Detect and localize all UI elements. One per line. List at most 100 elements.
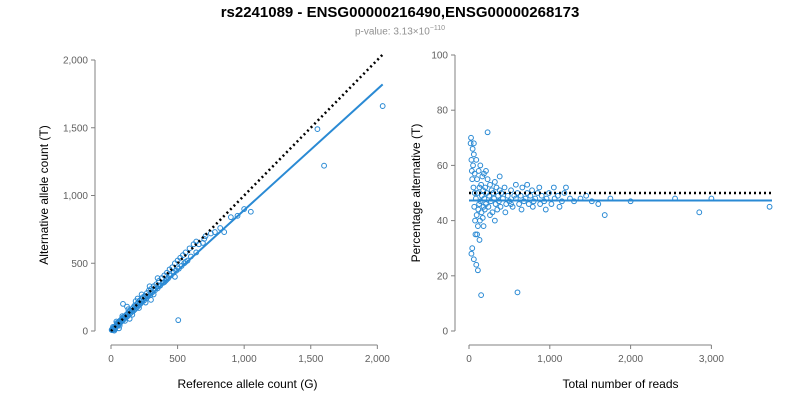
right-data-point bbox=[542, 206, 549, 213]
right-data-point bbox=[468, 168, 475, 174]
right-data-point bbox=[508, 201, 514, 207]
left-y-axis-label: Alternative allele count (T) bbox=[37, 125, 51, 264]
right-data-point bbox=[481, 206, 488, 213]
right-data-point bbox=[474, 223, 481, 230]
right-data-point bbox=[480, 223, 487, 230]
right-data-point bbox=[497, 203, 504, 210]
right-data-point bbox=[478, 292, 485, 299]
right-data-point bbox=[479, 214, 486, 221]
right-data-point bbox=[470, 140, 477, 147]
left-data-point bbox=[116, 325, 122, 332]
right-data-point bbox=[472, 217, 478, 224]
left-y-tick-label: 1,000 bbox=[63, 191, 88, 202]
right-data-point bbox=[484, 129, 491, 136]
right-data-point bbox=[475, 168, 482, 174]
left-y-tick-label: 0 bbox=[82, 327, 88, 338]
left-data-point bbox=[321, 162, 327, 169]
right-data-point bbox=[471, 170, 478, 177]
right-data-point bbox=[524, 181, 531, 188]
right-data-point bbox=[491, 179, 498, 185]
left-y-tick-label: 500 bbox=[71, 259, 88, 270]
left-data-point bbox=[175, 317, 182, 324]
chart-title: rs2241089 - ENSG00000216490,ENSG00000268… bbox=[220, 4, 580, 21]
left-data-point bbox=[201, 235, 208, 242]
right-data-point bbox=[491, 217, 498, 224]
right-data-point bbox=[537, 201, 544, 207]
right-data-point bbox=[514, 289, 521, 296]
right-x-axis-label: Total number of reads bbox=[562, 377, 678, 391]
right-data-point bbox=[484, 176, 491, 183]
right-data-point bbox=[485, 203, 492, 210]
left-data-point bbox=[221, 229, 228, 235]
right-data-point bbox=[498, 190, 505, 196]
right-data-point bbox=[478, 181, 485, 188]
right-data-point bbox=[538, 192, 545, 199]
right-data-point bbox=[548, 201, 555, 207]
right-data-point bbox=[468, 156, 475, 163]
left-x-tick-label: 1,000 bbox=[232, 354, 257, 365]
left-data-point bbox=[217, 225, 224, 231]
right-data-point bbox=[476, 237, 483, 243]
right-data-point bbox=[473, 156, 480, 163]
left-x-tick-label: 500 bbox=[169, 354, 186, 365]
right-data-point bbox=[474, 176, 480, 183]
right-y-axis-label: Percentage alternative (T) bbox=[409, 124, 423, 263]
right-data-point bbox=[473, 212, 480, 218]
left-fit-line bbox=[110, 83, 384, 332]
left-data-point bbox=[379, 103, 386, 109]
left-data-point bbox=[314, 126, 321, 133]
right-data-point bbox=[483, 168, 489, 174]
right-data-point bbox=[561, 190, 568, 196]
left-data-point bbox=[227, 214, 234, 221]
right-y-tick-label: 40 bbox=[437, 216, 449, 227]
right-data-point bbox=[471, 203, 478, 210]
right-data-point bbox=[563, 184, 569, 191]
right-data-point bbox=[516, 201, 522, 207]
right-y-tick-label: 100 bbox=[431, 51, 448, 62]
right-x-tick-label: 3,000 bbox=[699, 354, 724, 365]
right-data-point bbox=[470, 162, 476, 169]
right-data-point bbox=[501, 184, 508, 191]
right-data-point bbox=[493, 184, 500, 191]
left-x-tick-label: 2,000 bbox=[365, 354, 390, 365]
right-data-point bbox=[492, 201, 499, 207]
right-data-point bbox=[554, 192, 561, 199]
left-data-point bbox=[161, 279, 168, 286]
left-data-point bbox=[124, 303, 130, 310]
right-data-point bbox=[475, 206, 482, 213]
right-x-tick-label: 0 bbox=[466, 354, 472, 365]
chart-subtitle: p-value: 3.13×10−110 bbox=[0, 25, 800, 37]
right-data-point bbox=[502, 209, 509, 216]
right-data-point bbox=[529, 187, 535, 194]
right-data-point bbox=[470, 256, 477, 263]
right-data-point bbox=[546, 190, 552, 196]
right-data-point bbox=[550, 184, 557, 191]
right-data-point bbox=[478, 209, 485, 216]
right-data-point bbox=[504, 192, 511, 199]
left-data-point bbox=[148, 296, 154, 303]
right-data-point bbox=[583, 192, 590, 199]
left-x-tick-label: 0 bbox=[108, 354, 114, 365]
right-y-tick-label: 80 bbox=[437, 106, 449, 117]
right-data-point bbox=[470, 151, 477, 158]
right-data-point bbox=[473, 261, 480, 268]
left-data-point bbox=[234, 212, 241, 219]
right-data-point bbox=[468, 134, 474, 141]
right-data-point bbox=[471, 190, 478, 196]
right-data-point bbox=[469, 176, 476, 183]
right-data-point bbox=[525, 201, 532, 207]
left-x-tick-label: 1,500 bbox=[298, 354, 323, 365]
right-x-tick-label: 1,000 bbox=[537, 354, 562, 365]
right-data-point bbox=[482, 184, 489, 191]
right-y-tick-label: 0 bbox=[442, 327, 448, 338]
left-data-point bbox=[126, 315, 133, 322]
p-value-exponent: −110 bbox=[429, 25, 446, 32]
right-data-point bbox=[487, 181, 493, 188]
right-data-point bbox=[595, 201, 602, 207]
right-data-point bbox=[696, 209, 703, 216]
left-data-point bbox=[120, 301, 126, 307]
right-data-point bbox=[468, 250, 475, 257]
right-x-tick-label: 2,000 bbox=[618, 354, 643, 365]
right-data-point bbox=[487, 212, 493, 218]
right-data-point bbox=[494, 206, 501, 213]
